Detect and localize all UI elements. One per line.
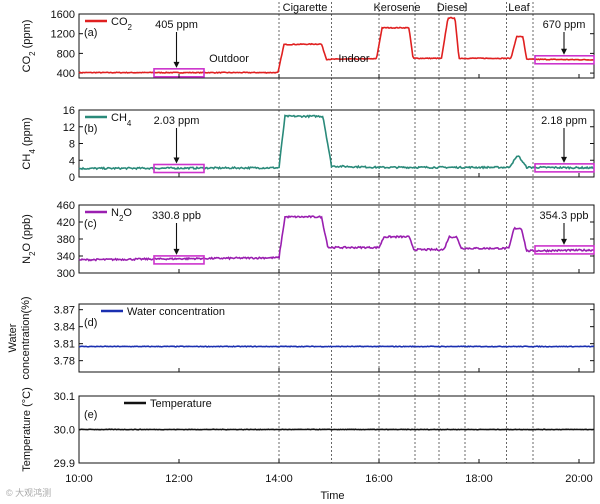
x-axis-label: Time — [320, 490, 344, 502]
y-tick-label: 8 — [69, 139, 75, 151]
x-tick-label: 16:00 — [365, 473, 393, 485]
value-annotation: 330.8 ppb — [152, 210, 205, 265]
legend-label: Water concentration — [127, 306, 225, 318]
legend: Temperature — [124, 398, 212, 410]
arrow-head — [173, 248, 180, 255]
y-tick-label: 3.78 — [54, 356, 75, 368]
y-tick-label: 4 — [69, 155, 75, 167]
legend: CO2 — [85, 16, 133, 32]
panel-b: 0 4 8 12 16 CH4 (ppm) (b) CH4 2.03 ppm 2.18 ppm — [21, 105, 595, 184]
value-label: 2.18 ppm — [541, 115, 587, 127]
panel-c: 300 340 380 420 460 N2O (ppb) (c) N2O 330.8 ppb 3… — [21, 200, 595, 280]
y-tick-label: 1600 — [51, 9, 75, 21]
legend: N2O — [85, 207, 132, 223]
arrow-head — [561, 238, 567, 245]
y-tick-label: 30.0 — [54, 425, 75, 437]
value-annotation: 2.18 ppm — [534, 115, 595, 173]
value-annotation: 670 ppm — [534, 19, 595, 65]
panel-a: 400 800 1200 1600 CO2 (ppm) (a) CO2 405 ppm 670 … — [21, 9, 595, 80]
value-label: 330.8 ppb — [152, 210, 201, 222]
x-tick-label: 12:00 — [165, 473, 193, 485]
y-tick-label: 800 — [57, 48, 75, 60]
x-tick-label: 18:00 — [465, 473, 493, 485]
panel-d: 3.78 3.81 3.84 3.87 Waterconcentration(%) (d)… — [7, 296, 595, 380]
panel-id-label: (b) — [84, 123, 97, 135]
event-label: Outdoor — [209, 53, 249, 65]
event-label: Cigarette — [283, 2, 328, 14]
event-label: Kerosene — [373, 2, 420, 14]
y-tick-label: 300 — [57, 268, 75, 280]
y-axis-label: CH4 (ppm) — [21, 117, 37, 169]
y-tick-label: 3.81 — [54, 339, 75, 351]
panel-id-label: (c) — [84, 218, 97, 230]
highlight-box — [534, 245, 595, 255]
legend: Water concentration — [101, 306, 225, 318]
value-annotation: 2.03 ppm — [153, 115, 205, 174]
y-tick-label: 400 — [57, 68, 75, 80]
legend-label: CH4 — [111, 112, 132, 128]
series-line — [78, 345, 595, 348]
event-label: Diesel — [437, 2, 468, 14]
y-tick-label: 0 — [69, 172, 75, 184]
y-tick-label: 16 — [63, 105, 75, 117]
y-tick-label: 3.87 — [54, 305, 75, 317]
y-tick-label: 30.1 — [54, 391, 75, 403]
value-label: 670 ppm — [543, 19, 586, 31]
x-tick-label: 10:00 — [65, 473, 93, 485]
event-labels: Outdoor Cigarette Indoor Kerosene Diesel Leaf — [209, 2, 531, 65]
value-annotation: 354.3 ppb — [534, 210, 595, 255]
panel-frame — [78, 13, 595, 79]
x-axis: 10:00 12:00 14:00 16:00 18:00 20:00 Time — [65, 74, 593, 502]
y-tick-label: 340 — [57, 251, 75, 263]
arrow-head — [561, 48, 567, 55]
watermark: © 大观鸿测 — [6, 488, 52, 498]
y-tick-label: 460 — [57, 200, 75, 212]
y-axis-label: CO2 (ppm) — [21, 20, 37, 73]
highlight-box — [153, 255, 205, 265]
value-label: 354.3 ppb — [540, 210, 589, 222]
y-axis-label: Temperature (°C) — [21, 387, 33, 471]
legend-label: CO2 — [111, 16, 133, 32]
y-tick-label: 3.84 — [54, 322, 75, 334]
event-label: Leaf — [508, 2, 530, 14]
highlight-box — [534, 54, 595, 65]
x-tick-label: 14:00 — [265, 473, 293, 485]
panel-id-label: (a) — [84, 27, 97, 39]
highlight-box — [153, 163, 205, 174]
panel-frame — [78, 303, 595, 373]
panel-id-label: (e) — [84, 409, 97, 421]
series-line — [78, 428, 595, 431]
value-label: 2.03 ppm — [154, 115, 200, 127]
value-label: 405 ppm — [155, 19, 198, 31]
y-tick-label: 380 — [57, 234, 75, 246]
series-line — [78, 16, 595, 74]
legend-label: N2O — [111, 207, 132, 223]
panel-id-label: (d) — [84, 317, 97, 329]
legend: CH4 — [85, 112, 132, 128]
panel-e: 29.9 30.0 30.1 Temperature (°C) (e) Temperatu… — [21, 387, 595, 472]
y-axis-label: N2O (ppb) — [21, 214, 37, 264]
y-tick-label: 420 — [57, 217, 75, 229]
y-tick-label: 12 — [63, 122, 75, 134]
series-line — [78, 114, 595, 171]
legend-label: Temperature — [150, 398, 212, 410]
event-boundary-lines — [278, 2, 534, 463]
y-tick-label: 29.9 — [54, 458, 75, 470]
x-tick-label: 20:00 — [565, 473, 593, 485]
highlight-box — [534, 163, 595, 173]
series-line — [78, 215, 595, 262]
y-axis-label: Waterconcentration(%) — [7, 296, 32, 379]
arrow-head — [173, 61, 180, 68]
value-annotation: 405 ppm — [153, 19, 205, 78]
arrow-head — [173, 157, 180, 164]
y-tick-label: 1200 — [51, 29, 75, 41]
arrow-head — [561, 156, 567, 163]
event-label: Indoor — [338, 53, 370, 65]
chart-panels: 400 800 1200 1600 CO2 (ppm) (a) CO2 405 ppm 670 … — [7, 9, 595, 472]
